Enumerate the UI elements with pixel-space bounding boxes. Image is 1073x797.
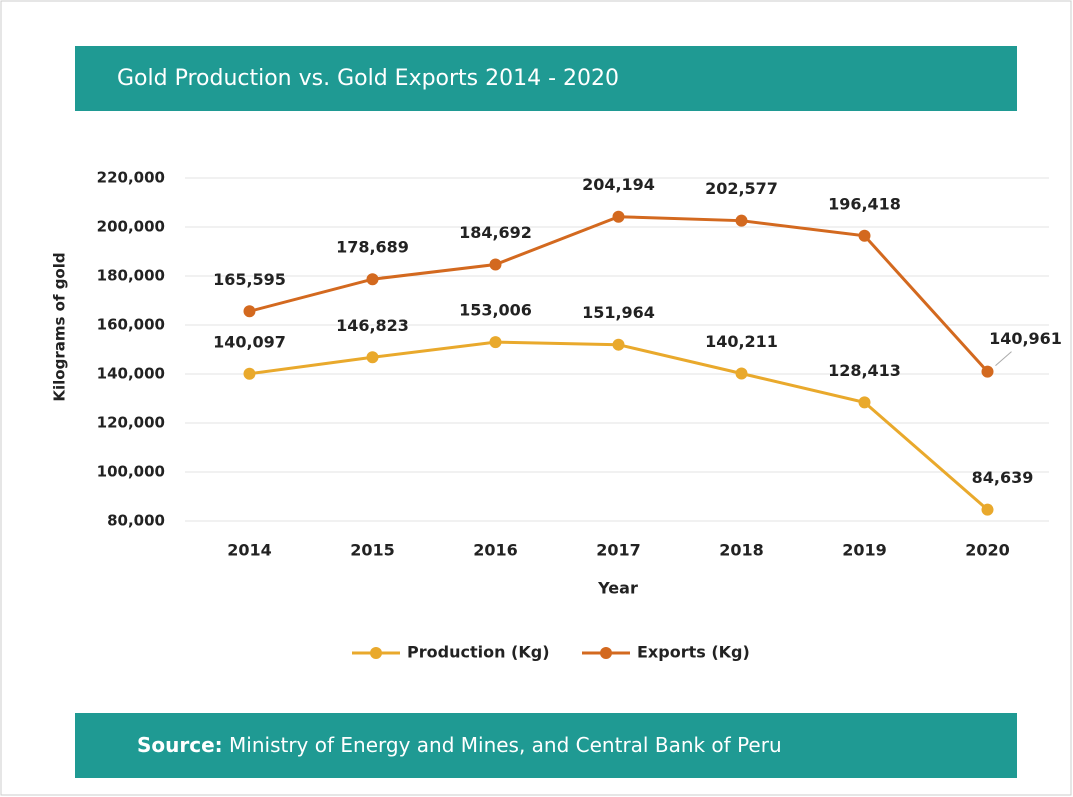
- legend-label: Production (Kg): [407, 643, 550, 662]
- marker: [735, 214, 748, 227]
- marker: [243, 367, 256, 380]
- x-tick-label: 2016: [473, 541, 518, 560]
- marker: [858, 396, 871, 409]
- data-label: 184,692: [459, 223, 532, 242]
- y-tick-label: 200,000: [97, 218, 165, 236]
- data-label: 151,964: [582, 303, 655, 322]
- y-tick-label: 220,000: [97, 169, 165, 187]
- x-tick-label: 2020: [965, 541, 1010, 560]
- marker: [243, 305, 256, 318]
- marker: [735, 367, 748, 380]
- data-label: 146,823: [336, 316, 409, 335]
- y-tick-label: 120,000: [97, 414, 165, 432]
- chart-title: Gold Production vs. Gold Exports 2014 - …: [117, 66, 619, 91]
- leader-line: [995, 351, 1012, 367]
- legend-marker: [600, 647, 612, 659]
- marker: [489, 336, 502, 349]
- source: Source: Ministry of Energy and Mines, an…: [137, 733, 782, 757]
- title-banner: [75, 46, 1017, 111]
- data-label: 202,577: [705, 179, 778, 198]
- y-axis-label: Kilograms of gold: [51, 252, 69, 401]
- x-axis-label: Year: [597, 579, 638, 598]
- y-tick-label: 80,000: [107, 512, 165, 530]
- data-label: 140,211: [705, 332, 778, 351]
- data-label: 165,595: [213, 270, 286, 289]
- x-tick-label: 2017: [596, 541, 641, 560]
- data-label: 84,639: [972, 468, 1034, 487]
- data-label: 196,418: [828, 194, 901, 213]
- marker: [366, 351, 379, 364]
- marker: [981, 503, 994, 516]
- x-tick-label: 2015: [350, 541, 395, 560]
- marker: [612, 210, 625, 223]
- data-label: 140,961: [989, 329, 1062, 348]
- data-label: 140,097: [213, 332, 286, 351]
- data-label: 178,689: [336, 238, 409, 257]
- data-label: 128,413: [828, 361, 901, 380]
- marker: [366, 273, 379, 286]
- source-banner: [75, 713, 1017, 778]
- source-text: Ministry of Energy and Mines, and Centra…: [229, 733, 782, 757]
- y-tick-label: 100,000: [97, 463, 165, 481]
- x-tick-label: 2018: [719, 541, 764, 560]
- marker: [981, 365, 994, 378]
- y-tick-label: 140,000: [97, 365, 165, 383]
- legend-marker: [370, 647, 382, 659]
- source-label: Source:: [137, 733, 223, 757]
- y-tick-label: 180,000: [97, 267, 165, 285]
- marker: [612, 338, 625, 351]
- y-tick-label: 160,000: [97, 316, 165, 334]
- marker: [489, 258, 502, 271]
- marker: [858, 229, 871, 242]
- legend-label: Exports (Kg): [637, 643, 750, 662]
- x-tick-label: 2019: [842, 541, 887, 560]
- data-label: 204,194: [582, 175, 655, 194]
- x-tick-label: 2014: [227, 541, 272, 560]
- data-label: 153,006: [459, 301, 532, 320]
